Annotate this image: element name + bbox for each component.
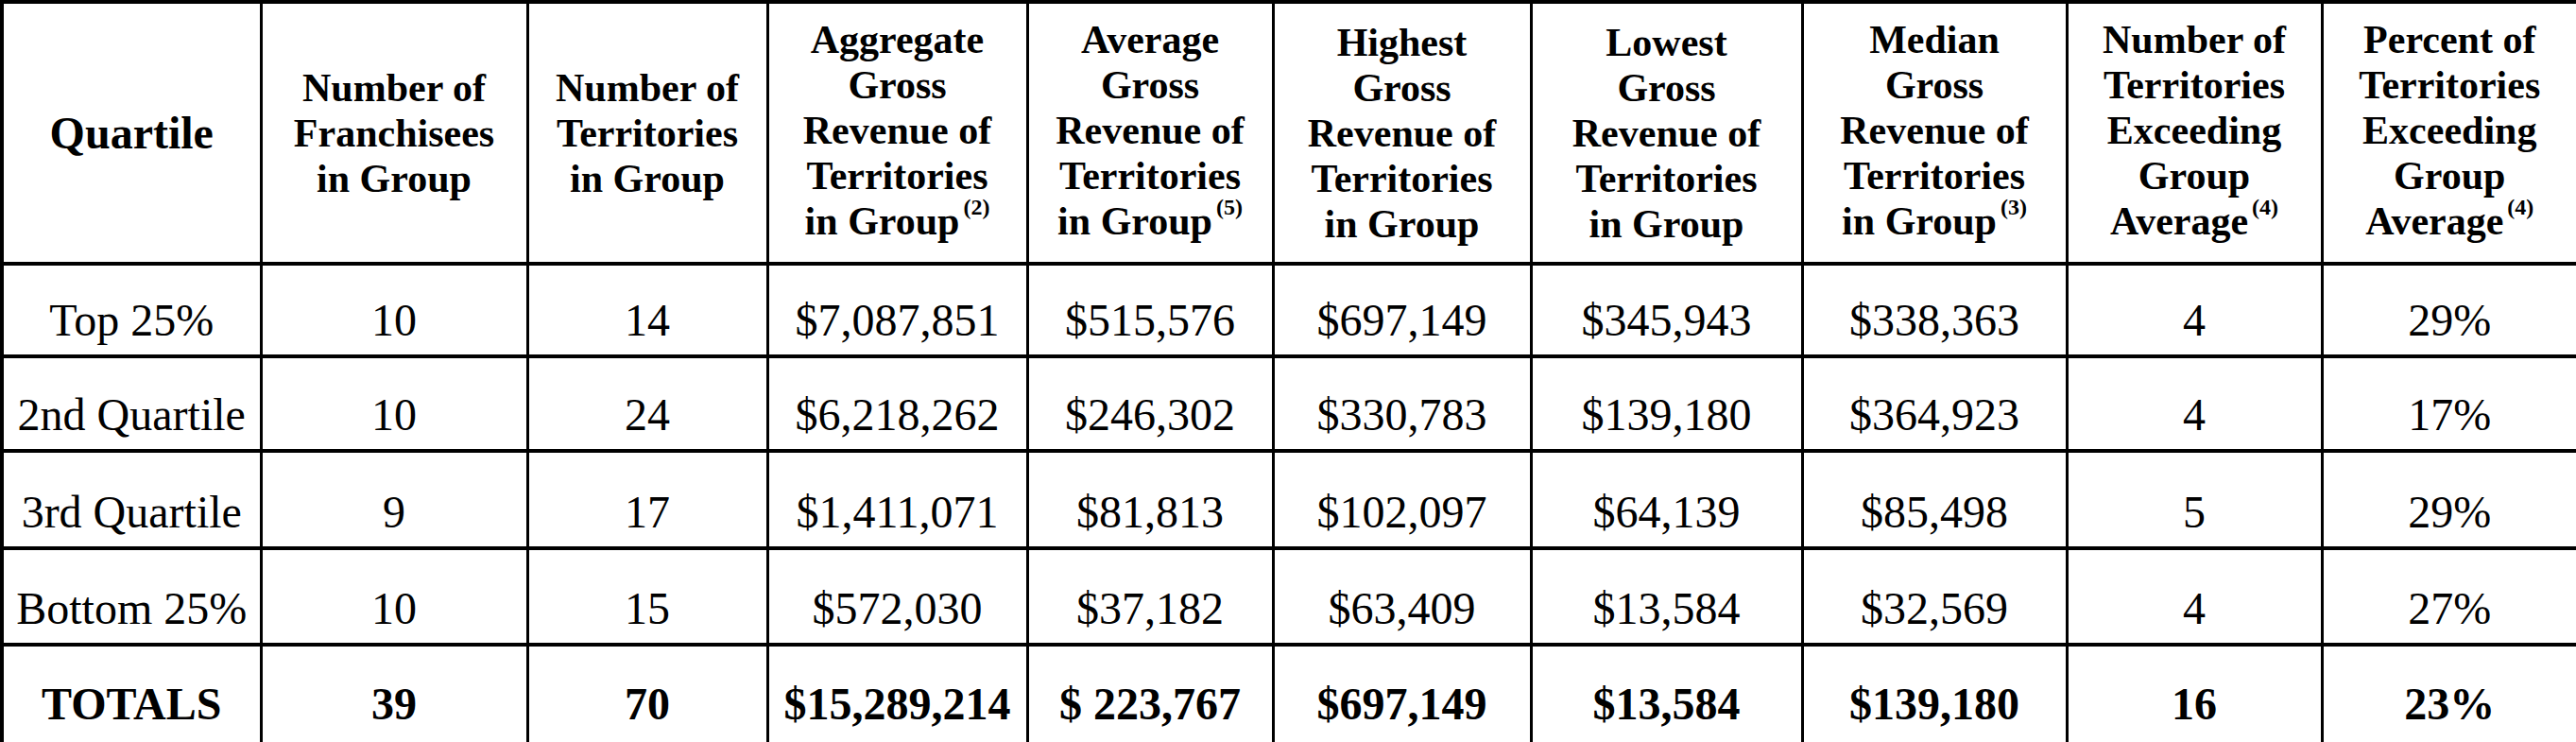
column-header-text: Quartile: [50, 108, 214, 158]
table-cell: 10: [261, 356, 527, 451]
table-cell: $85,498: [1802, 451, 2067, 548]
row-label-cell: Top 25%: [2, 264, 261, 356]
table-cell: 10: [261, 264, 527, 356]
column-header-territories-exceeding-average: Number of Territories Exceeding Group Av…: [2067, 2, 2322, 264]
table-row-2nd-quartile: 2nd Quartile 10 24 $6,218,262 $246,302 $…: [2, 356, 2576, 451]
table-cell: $81,813: [1027, 451, 1273, 548]
table-cell: $7,087,851: [767, 264, 1027, 356]
column-header-text: Number of Franchisees in Group: [294, 66, 494, 200]
quartile-revenue-table: Quartile Number of Franchisees in Group …: [0, 0, 2576, 742]
table-cell: 4: [2067, 356, 2322, 451]
table-cell: 10: [261, 548, 527, 645]
table-cell: $32,569: [1802, 548, 2067, 645]
table-cell: 4: [2067, 548, 2322, 645]
column-header-percent-exceeding-average: Percent of Territories Exceeding Group A…: [2322, 2, 2576, 264]
footnote-superscript: (2): [963, 195, 989, 219]
column-header-text: Lowest Gross Revenue of Territories in G…: [1572, 21, 1760, 246]
column-header-text: Number of Territories in Group: [556, 66, 739, 200]
table-cell: $64,139: [1531, 451, 1802, 548]
table-cell: 24: [527, 356, 767, 451]
table-cell: $6,218,262: [767, 356, 1027, 451]
column-header-median-gross-revenue: Median Gross Revenue of Territories in G…: [1802, 2, 2067, 264]
table-cell: 23%: [2322, 645, 2576, 742]
table-cell: 39: [261, 645, 527, 742]
footnote-superscript: (4): [2252, 195, 2278, 219]
table-cell: $345,943: [1531, 264, 1802, 356]
table-row-3rd-quartile: 3rd Quartile 9 17 $1,411,071 $81,813 $10…: [2, 451, 2576, 548]
table-cell: $364,923: [1802, 356, 2067, 451]
column-header-territories-in-group: Number of Territories in Group: [527, 2, 767, 264]
table-cell: $15,289,214: [767, 645, 1027, 742]
table-cell: $139,180: [1802, 645, 2067, 742]
table-cell: 27%: [2322, 548, 2576, 645]
totals-row: TOTALS 39 70 $15,289,214 $ 223,767 $697,…: [2, 645, 2576, 742]
table-cell: $ 223,767: [1027, 645, 1273, 742]
footnote-superscript: (5): [1216, 195, 1243, 219]
column-header-franchisees-in-group: Number of Franchisees in Group: [261, 2, 527, 264]
table-cell: 29%: [2322, 451, 2576, 548]
table-cell: 9: [261, 451, 527, 548]
column-header-average-gross-revenue: Average Gross Revenue of Territories in …: [1027, 2, 1273, 264]
table-cell: $515,576: [1027, 264, 1273, 356]
table-cell: $139,180: [1531, 356, 1802, 451]
table-cell: 15: [527, 548, 767, 645]
table-cell: 29%: [2322, 264, 2576, 356]
header-row: Quartile Number of Franchisees in Group …: [2, 2, 2576, 264]
column-header-text: Highest Gross Revenue of Territories in …: [1308, 21, 1496, 246]
row-label-cell: 3rd Quartile: [2, 451, 261, 548]
column-header-aggregate-gross-revenue: Aggregate Gross Revenue of Territories i…: [767, 2, 1027, 264]
table-cell: $697,149: [1273, 264, 1531, 356]
table-cell: 5: [2067, 451, 2322, 548]
row-label-cell: Bottom 25%: [2, 548, 261, 645]
row-label-cell: 2nd Quartile: [2, 356, 261, 451]
row-label-cell: TOTALS: [2, 645, 261, 742]
table-cell: 17: [527, 451, 767, 548]
footnote-superscript: (4): [2507, 195, 2533, 219]
column-header-lowest-gross-revenue: Lowest Gross Revenue of Territories in G…: [1531, 2, 1802, 264]
table-cell: $330,783: [1273, 356, 1531, 451]
document-page: Quartile Number of Franchisees in Group …: [0, 0, 2576, 742]
column-header-highest-gross-revenue: Highest Gross Revenue of Territories in …: [1273, 2, 1531, 264]
column-header-quartile: Quartile: [2, 2, 261, 264]
table-cell: $102,097: [1273, 451, 1531, 548]
table-cell: $246,302: [1027, 356, 1273, 451]
table-cell: $13,584: [1531, 645, 1802, 742]
table-row-bottom-25: Bottom 25% 10 15 $572,030 $37,182 $63,40…: [2, 548, 2576, 645]
table-cell: 4: [2067, 264, 2322, 356]
table-cell: 70: [527, 645, 767, 742]
table-cell: 14: [527, 264, 767, 356]
table-cell: $697,149: [1273, 645, 1531, 742]
table-cell: $13,584: [1531, 548, 1802, 645]
table-cell: $572,030: [767, 548, 1027, 645]
table-cell: $63,409: [1273, 548, 1531, 645]
table-row-top-25: Top 25% 10 14 $7,087,851 $515,576 $697,1…: [2, 264, 2576, 356]
table-cell: $338,363: [1802, 264, 2067, 356]
footnote-superscript: (3): [2001, 195, 2027, 219]
table-cell: 16: [2067, 645, 2322, 742]
table-cell: $37,182: [1027, 548, 1273, 645]
table-cell: $1,411,071: [767, 451, 1027, 548]
table-cell: 17%: [2322, 356, 2576, 451]
